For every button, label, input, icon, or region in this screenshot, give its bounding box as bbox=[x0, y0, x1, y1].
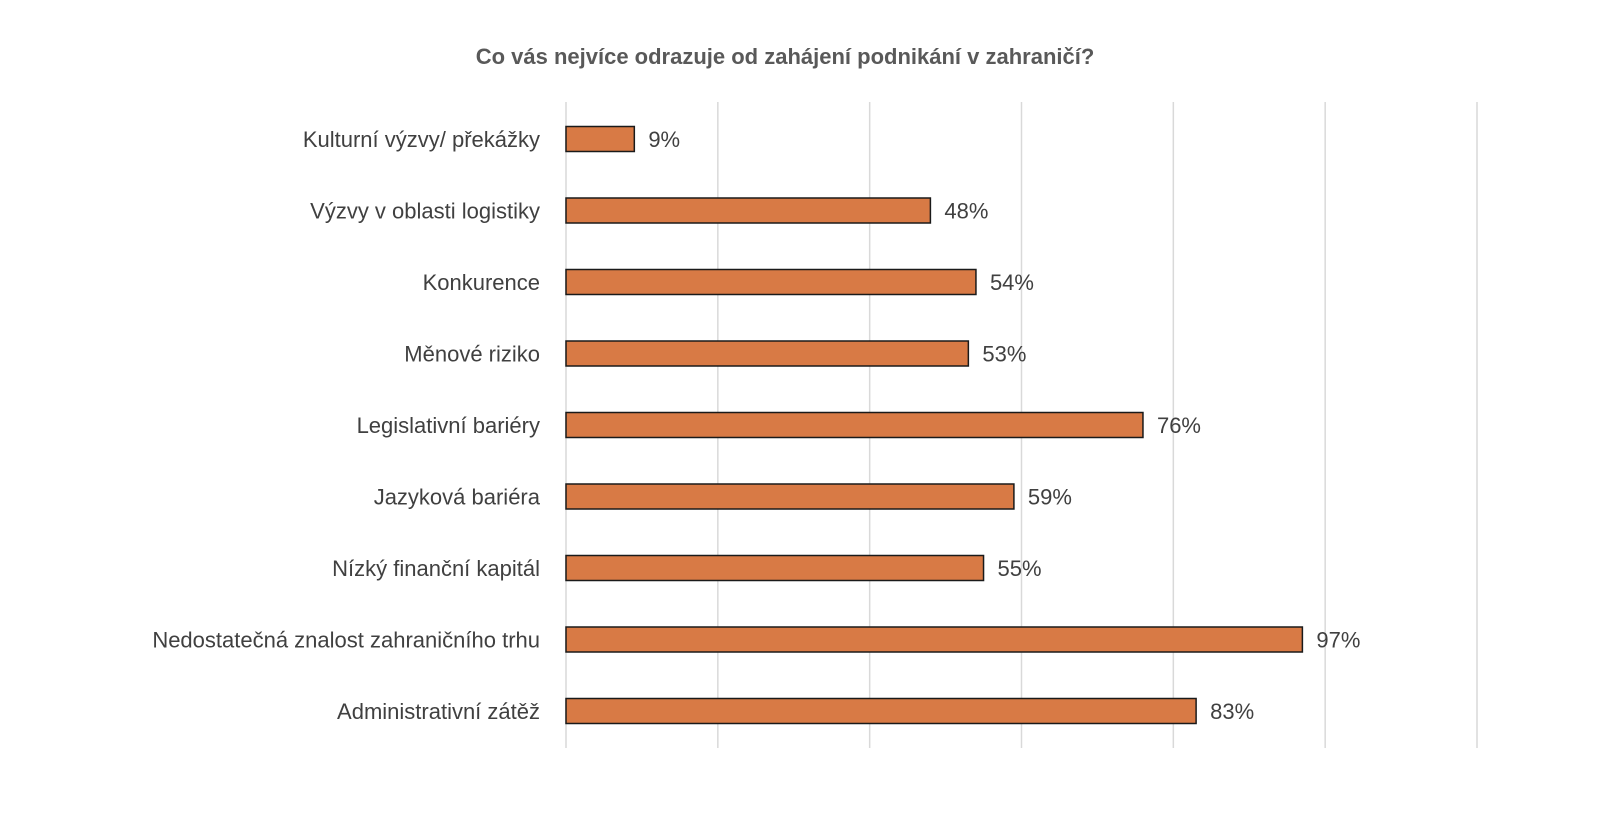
category-label: Jazyková bariéra bbox=[374, 485, 541, 510]
category-label: Měnové riziko bbox=[404, 342, 540, 367]
bars bbox=[565, 125, 1304, 725]
bar bbox=[565, 197, 932, 224]
bar bbox=[565, 626, 1304, 653]
category-label: Konkurence bbox=[423, 270, 540, 295]
data-label: 83% bbox=[1210, 699, 1254, 724]
data-label: 9% bbox=[648, 127, 680, 152]
category-label: Kulturní výzvy/ překážky bbox=[303, 127, 540, 152]
value-labels: 9% 48% 54% 53% 76% 59% 55% 97% 83% bbox=[648, 127, 1360, 724]
category-labels: Kulturní výzvy/ překážky Výzvy v oblasti … bbox=[152, 127, 540, 724]
data-label: 59% bbox=[1028, 485, 1072, 510]
bar bbox=[565, 483, 1015, 510]
chart-title: Co vás nejvíce odrazuje od zahájení podn… bbox=[476, 44, 1095, 69]
data-label: 55% bbox=[998, 556, 1042, 581]
category-label: Výzvy v oblasti logistiky bbox=[310, 199, 540, 224]
category-label: Legislativní bariéry bbox=[357, 413, 540, 438]
data-label: 97% bbox=[1316, 628, 1360, 653]
category-label: Nízký finanční kapitál bbox=[332, 556, 540, 581]
bar bbox=[565, 125, 636, 153]
bar bbox=[565, 340, 970, 367]
data-label: 54% bbox=[990, 270, 1034, 295]
bar bbox=[565, 697, 1197, 725]
category-label: Nedostatečná znalost zahraničního trhu bbox=[152, 628, 540, 653]
data-label: 53% bbox=[982, 342, 1026, 367]
data-label: 48% bbox=[944, 199, 988, 224]
bar bbox=[565, 411, 1144, 439]
bar bbox=[565, 554, 985, 582]
category-label: Administrativní zátěž bbox=[337, 699, 540, 724]
bar bbox=[565, 268, 977, 296]
data-label: 76% bbox=[1157, 413, 1201, 438]
